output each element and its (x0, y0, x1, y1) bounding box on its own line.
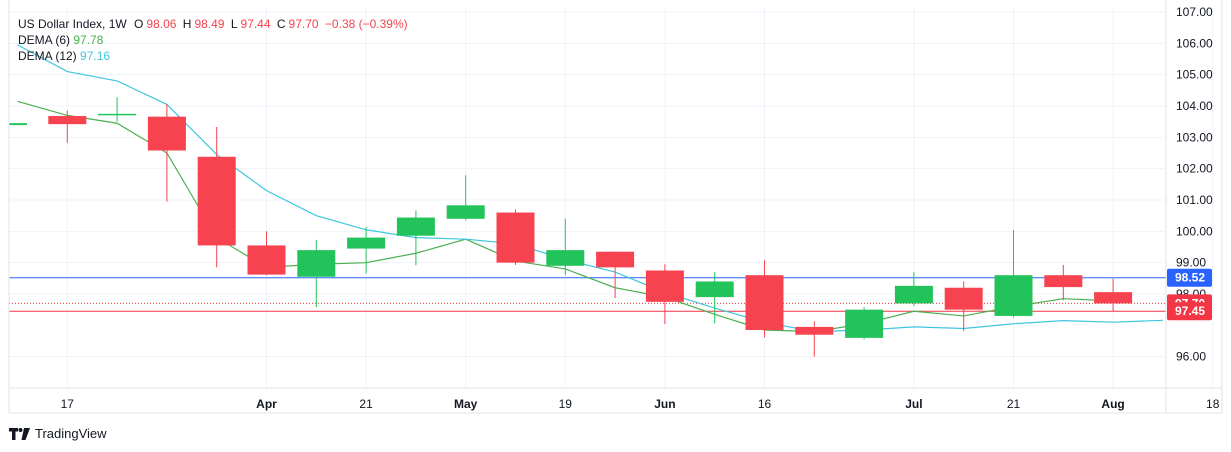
candle-body (695, 281, 734, 298)
brand-name: TradingView (35, 426, 107, 441)
candle-body (894, 285, 933, 304)
candle (446, 175, 485, 221)
high-key: H (182, 17, 192, 31)
y-tick-label: 100.00 (1176, 224, 1213, 238)
candle (546, 218, 585, 276)
high-value: 98.49 (194, 17, 225, 31)
y-tick-label: 102.00 (1176, 162, 1213, 176)
x-tick-label: Apr (256, 397, 277, 411)
candle-body (48, 116, 87, 125)
candle (745, 260, 784, 338)
candle (48, 110, 87, 143)
open-value: 98.06 (146, 17, 177, 31)
candle (994, 230, 1033, 318)
candle-body (496, 212, 535, 263)
candle (347, 226, 386, 274)
y-tick-label: 99.00 (1176, 256, 1206, 270)
candle (98, 97, 137, 122)
candle-body (98, 113, 137, 116)
dema12-line (17, 44, 1163, 333)
candle (147, 104, 186, 202)
candle (247, 231, 286, 276)
price-badge-bg (1167, 268, 1212, 287)
low-value: 97.44 (240, 17, 271, 31)
dema6-value: 97.78 (73, 33, 104, 47)
x-tick-label: 19 (559, 397, 573, 411)
candle (894, 272, 933, 306)
candle (496, 209, 535, 265)
candle-body (1044, 275, 1083, 288)
x-tick-label: 16 (758, 397, 772, 411)
candle-body (197, 156, 236, 246)
close-key: C (276, 17, 286, 31)
x-tick-label: Jun (654, 397, 675, 411)
candle (1094, 278, 1133, 312)
x-tick-label: 21 (1007, 397, 1021, 411)
candle (695, 272, 734, 324)
candle (596, 251, 635, 299)
price-badge: 98.52 (1167, 268, 1212, 287)
dema12-row: DEMA (12) 97.16 (18, 48, 411, 64)
y-tick-label: 96.00 (1176, 350, 1206, 364)
y-tick-label: 103.00 (1176, 130, 1213, 144)
candle-body (944, 287, 983, 310)
candle (396, 210, 435, 266)
x-tick-label: 17 (61, 397, 75, 411)
x-tick-label: 18 (1206, 397, 1220, 411)
candle-body (347, 237, 386, 249)
open-key: O (134, 17, 144, 31)
tradingview-brand[interactable]: TradingView (9, 426, 107, 441)
symbol-title: US Dollar Index, 1W (18, 17, 127, 31)
dema6-row: DEMA (6) 97.78 (18, 32, 411, 48)
tradingview-logo-icon (9, 427, 30, 440)
y-tick-label: 106.00 (1176, 36, 1213, 50)
price-axis[interactable]: 107.00 106.00 105.00 104.00 103.00 102.00 101.… (8, 0, 1223, 414)
price-badge-label: 98.52 (1175, 271, 1205, 285)
price-badge-label: 97.45 (1175, 304, 1205, 318)
candle-body (446, 205, 485, 219)
candle (297, 239, 336, 308)
dema12-value: 97.16 (80, 49, 111, 63)
candle-body (745, 275, 784, 331)
candle-body (297, 250, 336, 277)
candle-body (147, 116, 186, 151)
x-tick-label: Aug (1101, 397, 1124, 411)
chart-legend: US Dollar Index, 1W O 98.06 H 98.49 L 97.44… (18, 16, 411, 64)
candle-body (247, 245, 286, 275)
price-badge: 97.45 (1167, 302, 1212, 321)
candle-body (596, 251, 635, 268)
x-tick-label: May (454, 397, 478, 411)
candle (845, 307, 884, 340)
candle-body (845, 309, 884, 338)
dema12-label: DEMA (12) (18, 49, 77, 63)
time-axis[interactable]: 17 Apr 21 May 19 Jun 16 Jul 21 Aug 18 (61, 397, 1220, 411)
y-tick-label: 105.00 (1176, 68, 1213, 82)
low-key: L (230, 17, 238, 31)
candle-body (645, 270, 684, 302)
candle (645, 264, 684, 325)
candle-body (795, 326, 834, 335)
close-value: 97.70 (288, 17, 319, 31)
change-value: −0.38 (−0.39%) (324, 17, 408, 31)
y-tick-label: 104.00 (1176, 99, 1213, 113)
ohlc-row: US Dollar Index, 1W O 98.06 H 98.49 L 97.44… (18, 16, 411, 32)
candle-body (994, 275, 1033, 316)
candles[interactable] (9, 97, 1133, 357)
candle (197, 126, 236, 268)
candle (944, 281, 983, 331)
candle-body (546, 250, 585, 266)
dema6-label: DEMA (6) (18, 33, 71, 47)
x-tick-label: 21 (359, 397, 373, 411)
candle (1044, 264, 1083, 301)
candle-body (396, 217, 435, 236)
x-tick-label: Jul (905, 397, 922, 411)
y-tick-label: 101.00 (1176, 193, 1213, 207)
candle-body (1094, 292, 1133, 304)
y-tick-label: 107.00 (1176, 5, 1213, 19)
price-badge-bg (1167, 302, 1212, 321)
candle (795, 321, 834, 357)
